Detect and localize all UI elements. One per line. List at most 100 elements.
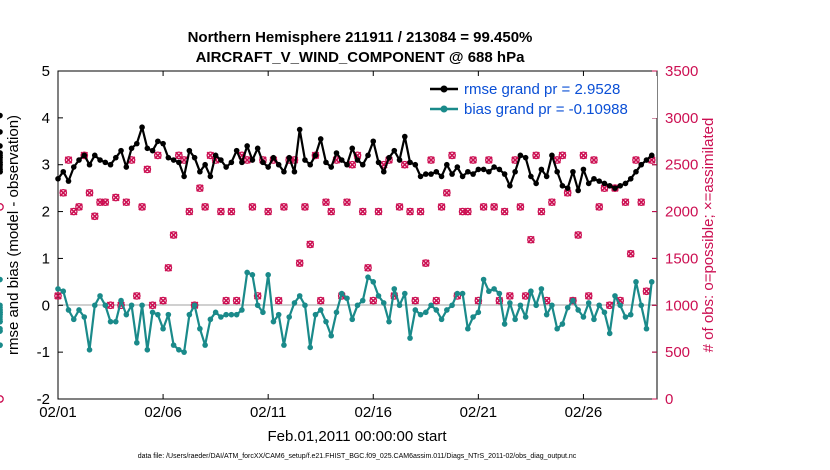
rmse-point <box>0 112 3 119</box>
obs-assimilated-point <box>196 184 204 192</box>
bias-point <box>564 304 571 311</box>
bias-point <box>65 307 72 313</box>
obs-assimilated-point <box>595 203 603 211</box>
bias-point <box>554 325 560 332</box>
obs-possible-point <box>343 198 351 207</box>
bias-point <box>454 290 461 297</box>
bias-point <box>475 309 482 316</box>
rmse-point <box>286 154 292 161</box>
obs-assimilated-point <box>632 156 640 164</box>
bias-point <box>428 302 434 309</box>
footnote: data file: /Users/raeder/DAI/ATM_forcXX/… <box>138 453 577 460</box>
obs-possible-point <box>217 207 225 216</box>
obs-assimilated-point <box>64 156 73 164</box>
obs-possible-point <box>558 151 567 160</box>
rmse-point <box>517 152 524 159</box>
bias-point <box>570 297 576 304</box>
obs-assimilated-point <box>605 301 614 310</box>
bias-point <box>0 276 3 283</box>
rmse-point <box>144 145 151 152</box>
obs-assimilated-point <box>358 207 367 216</box>
obs-possible-point <box>595 203 604 211</box>
bias-point <box>412 307 419 313</box>
rmse-point <box>212 152 219 159</box>
legend-bias-label: bias grand pr = -0.10988 <box>464 101 628 118</box>
obs-possible-point <box>90 212 99 221</box>
obs-possible-point <box>406 207 414 216</box>
bias-point <box>302 302 308 309</box>
bias-point <box>512 316 518 323</box>
obs-assimilated-point <box>469 156 477 164</box>
bias-point <box>223 311 229 318</box>
bias-point <box>123 311 130 318</box>
bias-point <box>181 349 187 355</box>
rmse-point <box>380 168 387 175</box>
rmse-point <box>265 164 271 170</box>
bias-point <box>612 293 618 299</box>
bias-point <box>480 276 487 283</box>
rmse-point <box>260 159 266 166</box>
rmse-point <box>186 147 193 154</box>
bias-point <box>91 302 98 309</box>
obs-possible-point <box>132 292 141 300</box>
obs-possible-point <box>153 151 162 160</box>
obs-assimilated-point <box>448 151 456 160</box>
rmse-point <box>533 180 539 187</box>
obs-assimilated-point <box>148 301 157 310</box>
rmse-point <box>564 185 571 191</box>
bias-point <box>207 316 214 323</box>
obs-possible-point <box>500 207 509 216</box>
bias-point <box>228 311 235 318</box>
bias-point <box>354 302 361 309</box>
obs-possible-point <box>474 296 483 305</box>
rmse-point <box>0 129 3 135</box>
bias-point <box>291 300 298 306</box>
obs-assimilated-point <box>327 207 335 216</box>
obs-assimilated-point <box>364 264 372 272</box>
bias-point <box>118 297 124 304</box>
rmse-point <box>396 157 403 163</box>
obs-possible-point <box>637 198 646 207</box>
rmse-point <box>591 175 597 182</box>
bias-point <box>70 316 77 323</box>
rmse-point <box>307 161 314 168</box>
rmse-point <box>0 143 3 149</box>
legend-rmse-marker <box>440 85 448 93</box>
bias-point <box>417 311 424 318</box>
rmse-point <box>302 157 308 163</box>
rmse-point <box>155 138 161 145</box>
bias-point <box>155 311 161 318</box>
rmse-point <box>354 157 361 163</box>
obs-possible-point <box>274 296 283 305</box>
rmse-point <box>412 161 419 168</box>
obs-assimilated-point <box>280 203 288 211</box>
obs-possible-point <box>432 296 441 305</box>
obs-possible-point <box>159 296 167 305</box>
obs-possible-point <box>322 198 330 207</box>
bias-point <box>528 288 534 295</box>
obs-assimilated-point <box>422 259 430 267</box>
rmse-point <box>0 152 3 159</box>
obs-assimilated-point <box>85 189 94 197</box>
bias-point <box>270 318 277 325</box>
bias-point <box>580 314 587 320</box>
plot-area <box>57 70 658 400</box>
obs-possible-point <box>148 301 157 310</box>
obs-possible-point <box>69 207 78 216</box>
bias-point <box>438 316 445 323</box>
rmse-point <box>281 168 287 175</box>
obs-assimilated-point <box>621 198 630 206</box>
obs-assimilated-point <box>464 207 472 216</box>
obs-possible-point <box>248 203 257 211</box>
bias-point <box>333 309 340 316</box>
bias-point <box>601 309 608 316</box>
bias-point <box>165 311 172 318</box>
rmse-point <box>344 161 350 168</box>
legend-bias-marker <box>440 105 448 113</box>
obs-possible-point <box>416 207 425 216</box>
obs-assimilated-point <box>133 292 141 300</box>
obs-possible-point <box>469 156 477 164</box>
bias-point <box>344 295 350 302</box>
rmse-point <box>296 126 303 133</box>
